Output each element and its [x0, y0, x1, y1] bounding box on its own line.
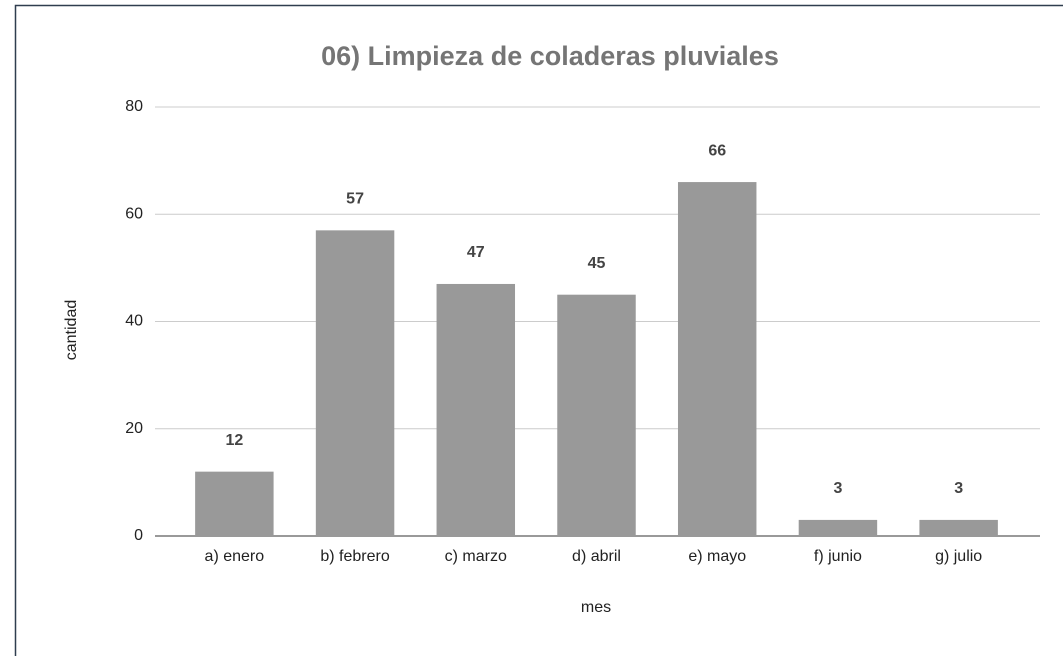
bar	[436, 283, 516, 536]
y-tick-label: 0	[134, 527, 143, 544]
chart-frame	[14, 4, 1063, 656]
data-label: 66	[708, 142, 726, 159]
y-tick-label: 20	[125, 420, 143, 437]
data-label: 3	[954, 480, 963, 497]
x-tick-label: d) abril	[572, 548, 621, 565]
y-tick-label: 60	[125, 205, 143, 222]
data-label: 12	[225, 432, 243, 449]
x-tick-label: g) julio	[935, 548, 982, 565]
x-tick-label: b) febrero	[320, 548, 389, 565]
data-label: 47	[467, 244, 485, 261]
data-label: 45	[588, 255, 606, 272]
x-tick-label: e) mayo	[688, 548, 746, 565]
bar	[798, 519, 878, 536]
data-label: 3	[833, 480, 842, 497]
bar	[195, 471, 274, 536]
x-tick-label: a) enero	[205, 548, 265, 565]
data-label: 57	[346, 191, 364, 208]
bar	[557, 294, 636, 536]
y-tick-label: 40	[125, 313, 143, 330]
x-tick-label: f) junio	[814, 548, 862, 565]
x-axis-label: mes	[581, 599, 611, 616]
bar	[315, 230, 395, 536]
bar	[919, 519, 998, 536]
chart-title: 06) Limpieza de coladeras pluviales	[321, 41, 779, 71]
bar	[677, 182, 757, 536]
x-tick-label: c) marzo	[445, 548, 507, 565]
y-axis-label: cantidad	[63, 300, 80, 361]
y-tick-label: 80	[125, 98, 143, 115]
